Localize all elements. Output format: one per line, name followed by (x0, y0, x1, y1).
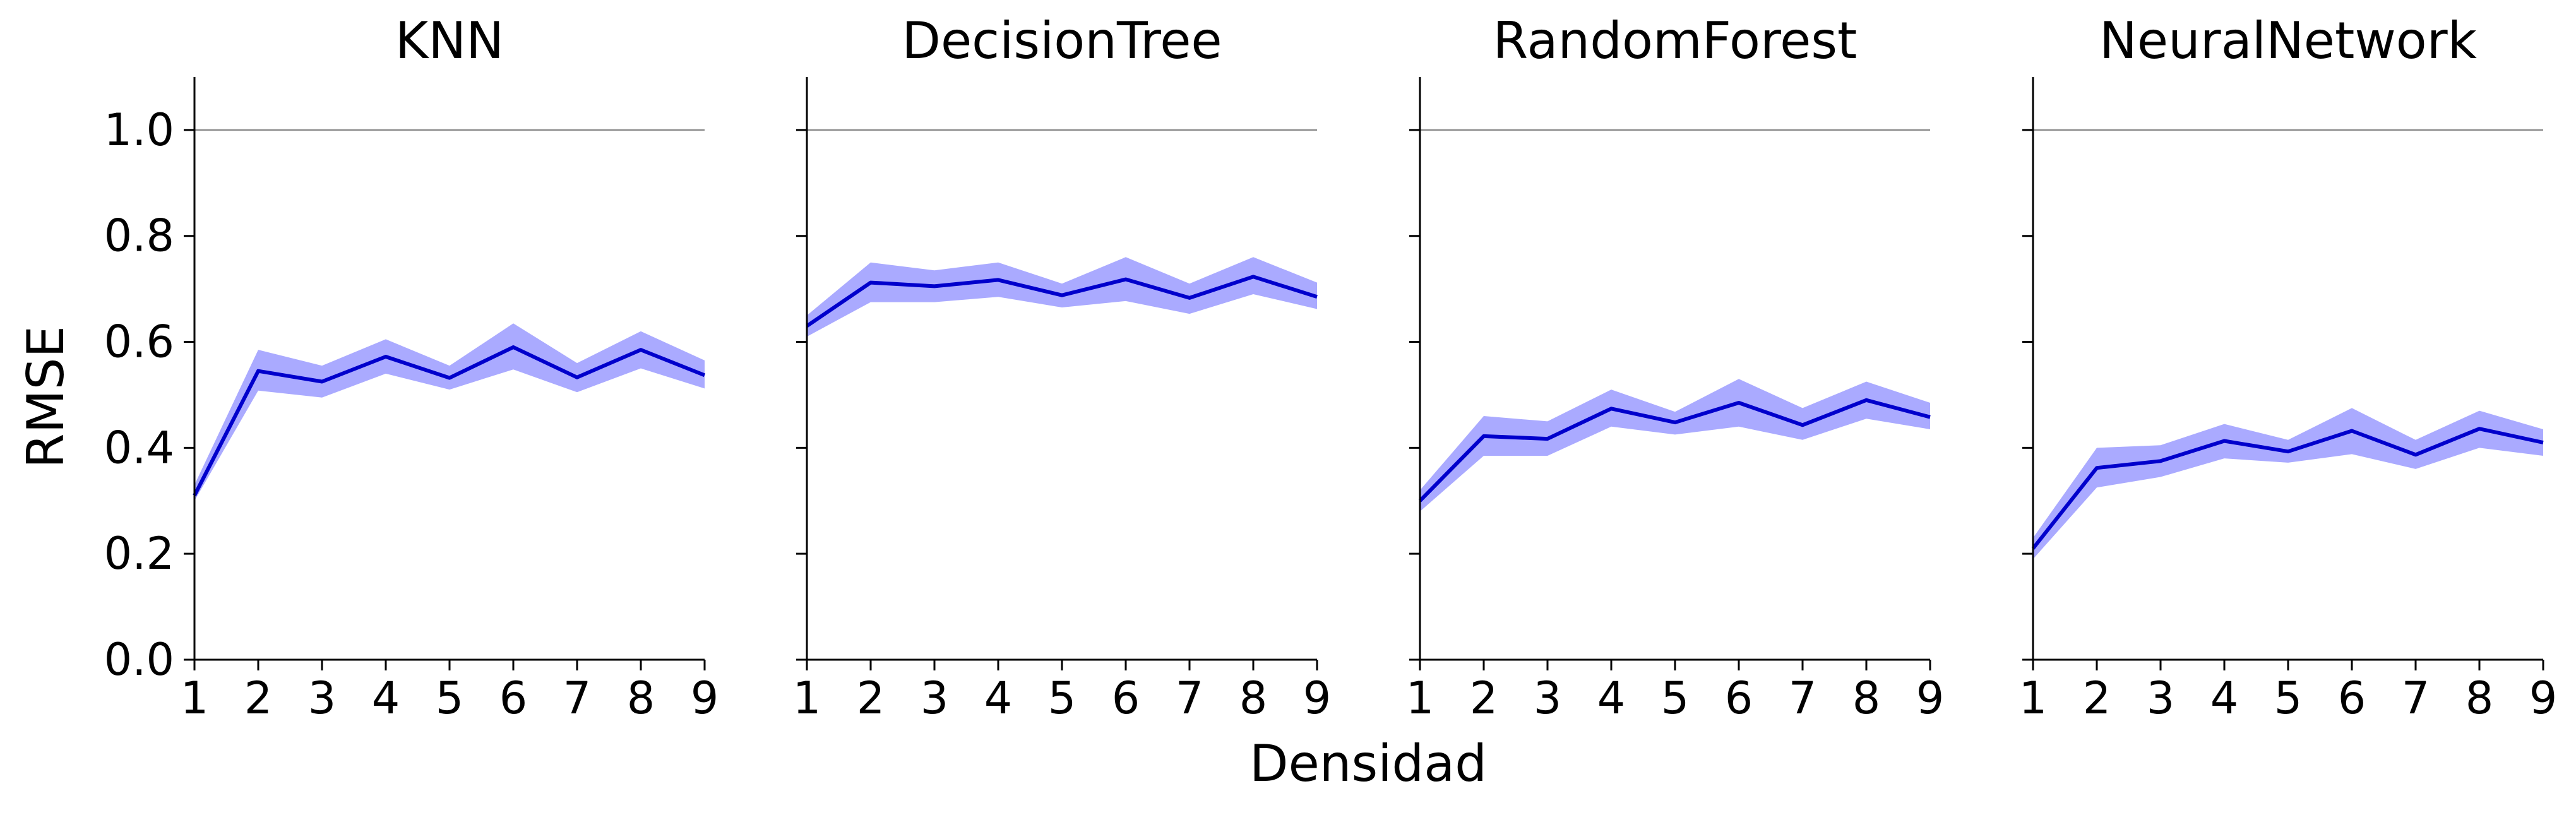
x-axis-label: Densidad (1249, 734, 1487, 793)
panel-knn: KNN 0.0 0.2 0.4 0.6 0.8 1.0 1 2 3 4 5 6 7 8 9 (104, 11, 719, 724)
panel-knn-x-tick-label: 3 (308, 672, 337, 724)
y-tick-label: 0.4 (104, 422, 174, 473)
panel-neuralnetwork-x-tick-label: 9 (2529, 672, 2558, 724)
panel-neuralnetwork-band-0 (2033, 408, 2543, 559)
panel-knn-line-0 (193, 345, 706, 497)
y-axis-label: RMSE (16, 326, 75, 468)
panel-knn-band-0 (194, 323, 705, 501)
panel-randomforest-x-tick-label: 1 (1406, 672, 1434, 724)
panel-randomforest-band-0 (1420, 379, 1930, 512)
panel-knn-x-tick-label: 8 (627, 672, 655, 724)
y-tick-label: 0.2 (104, 528, 174, 580)
panel-decisiontree-x-tick-label: 3 (921, 672, 949, 724)
panel-randomforest-line-0 (1418, 398, 1931, 503)
panel-decisiontree-x-tick-label: 6 (1112, 672, 1140, 724)
panel-decisiontree-x-tick-label: 1 (793, 672, 821, 724)
panel-knn-title: KNN (395, 11, 504, 70)
panel-neuralnetwork-x-tick-label: 6 (2338, 672, 2366, 724)
panel-decisiontree-x-tick-label: 5 (1048, 672, 1076, 724)
y-tick-label: 0.8 (104, 210, 174, 262)
panel-neuralnetwork-title: NeuralNetwork (2099, 11, 2478, 70)
y-tick-label: 1.0 (104, 104, 174, 156)
panel-decisiontree-x-tick-label: 7 (1176, 672, 1204, 724)
panel-randomforest-x-tick-label: 2 (1470, 672, 1498, 724)
y-tick-label: 0.6 (104, 316, 174, 368)
panel-neuralnetwork-line-0 (2031, 427, 2544, 550)
panel-knn-x-tick-label: 9 (691, 672, 719, 724)
panel-decisiontree-x-tick-label: 2 (857, 672, 885, 724)
panel-randomforest-x-tick-label: 4 (1597, 672, 1626, 724)
panel-randomforest-x-tick-label: 3 (1534, 672, 1562, 724)
panel-decisiontree-x-tick-label: 8 (1239, 672, 1268, 724)
panel-neuralnetwork-x-tick-label: 3 (2147, 672, 2175, 724)
panel-decisiontree: DecisionTree 1 2 3 4 5 6 7 8 9 (793, 11, 1332, 724)
panel-decisiontree-title: DecisionTree (902, 11, 1222, 70)
panel-neuralnetwork-x-tick-label: 5 (2274, 672, 2303, 724)
panel-randomforest-x-tick-label: 8 (1852, 672, 1881, 724)
panel-randomforest-x-tick-label: 5 (1661, 672, 1690, 724)
panel-knn-x-tick-label: 2 (244, 672, 273, 724)
panel-neuralnetwork-x-tick-label: 8 (2466, 672, 2494, 724)
panel-knn-x-tick-label: 4 (372, 672, 400, 724)
panel-decisiontree-x-tick-label: 9 (1303, 672, 1332, 724)
y-tick-label: 0.0 (104, 634, 174, 686)
panel-neuralnetwork-x-tick-label: 2 (2083, 672, 2111, 724)
panel-randomforest-x-tick-label: 9 (1916, 672, 1945, 724)
panel-neuralnetwork-x-tick-label: 7 (2402, 672, 2430, 724)
panel-randomforest-x-tick-label: 6 (1725, 672, 1753, 724)
panel-neuralnetwork-x-tick-label: 1 (2019, 672, 2048, 724)
panel-randomforest-x-tick-label: 7 (1789, 672, 1817, 724)
panel-knn-x-tick-label: 7 (563, 672, 592, 724)
panel-knn-x-tick-label: 1 (181, 672, 209, 724)
panel-decisiontree-x-tick-label: 4 (984, 672, 1013, 724)
panel-randomforest-title: RandomForest (1493, 11, 1857, 70)
panel-decisiontree-line-0 (806, 275, 1318, 328)
panel-neuralnetwork-x-tick-label: 4 (2210, 672, 2239, 724)
panel-neuralnetwork: NeuralNetwork 1 2 3 4 5 6 7 8 9 (2019, 11, 2558, 724)
panel-randomforest: RandomForest 1 2 3 4 5 6 7 8 9 (1406, 11, 1945, 724)
panel-knn-x-tick-label: 6 (499, 672, 528, 724)
panel-knn-x-tick-label: 5 (436, 672, 464, 724)
